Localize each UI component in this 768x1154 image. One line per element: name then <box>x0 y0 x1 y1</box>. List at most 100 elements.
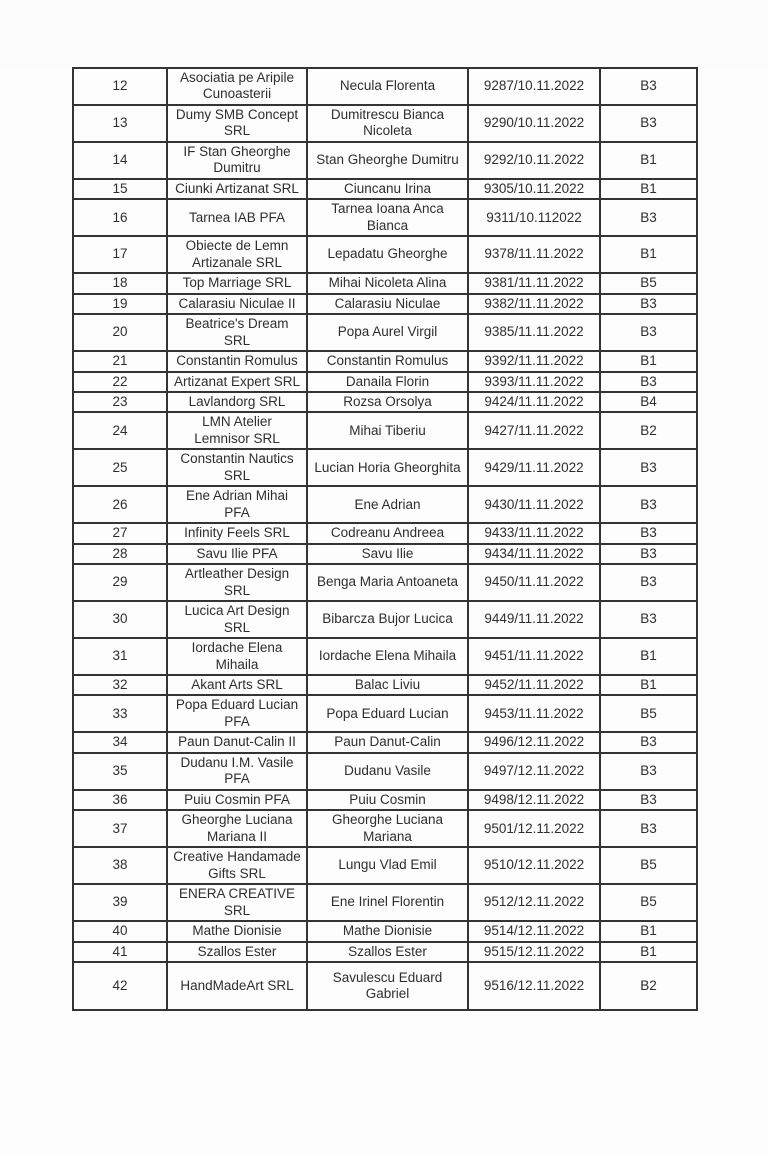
cell-index: 32 <box>72 673 168 697</box>
table-row: 37 Gheorghe Luciana Mariana II Gheorghe … <box>72 809 698 849</box>
cell-company: Szallos Ester <box>166 940 308 964</box>
cell-company: Ciunki Artizanat SRL <box>166 177 308 201</box>
cell-index: 28 <box>72 542 168 566</box>
cell-category: B1 <box>599 673 698 697</box>
cell-company: Puiu Cosmin PFA <box>166 788 308 812</box>
cell-representative: Szallos Ester <box>306 940 469 964</box>
cell-index: 26 <box>72 485 168 525</box>
cell-index: 29 <box>72 563 168 603</box>
cell-index: 39 <box>72 883 168 923</box>
cell-number-date: 9512/12.11.2022 <box>467 883 601 923</box>
table-row: 33 Popa Eduard Lucian PFA Popa Eduard Lu… <box>72 694 698 734</box>
table-row: 35 Dudanu I.M. Vasile PFA Dudanu Vasile … <box>72 751 698 791</box>
cell-category: B3 <box>599 198 698 238</box>
cell-company: IF Stan Gheorghe Dumitru <box>166 140 308 180</box>
cell-number-date: 9497/12.11.2022 <box>467 751 601 791</box>
table-row: 31 Iordache Elena Mihaila Iordache Elena… <box>72 637 698 676</box>
table-row: 15 Ciunki Artizanat SRL Ciuncanu Irina 9… <box>72 177 698 201</box>
cell-number-date: 9393/11.11.2022 <box>467 370 601 393</box>
cell-number-date: 9450/11.11.2022 <box>467 563 601 603</box>
cell-number-date: 9514/12.11.2022 <box>467 920 601 943</box>
cell-representative: Danaila Florin <box>306 370 469 393</box>
cell-index: 14 <box>72 140 168 180</box>
cell-representative: Ciuncanu Irina <box>306 177 469 201</box>
cell-company: Paun Danut-Calin II <box>166 731 308 754</box>
cell-representative: Rozsa Orsolya <box>306 390 469 414</box>
cell-company: Lavlandorg SRL <box>166 390 308 414</box>
cell-category: B3 <box>599 292 698 316</box>
table-row: 41 Szallos Ester Szallos Ester 9515/12.1… <box>72 940 698 964</box>
cell-representative: Savulescu Eduard Gabriel <box>306 961 469 1012</box>
cell-representative: Paun Danut-Calin <box>306 731 469 754</box>
cell-category: B1 <box>599 920 698 943</box>
table-row: 22 Artizanat Expert SRL Danaila Florin 9… <box>72 370 698 393</box>
cell-category: B3 <box>599 485 698 525</box>
cell-company: Gheorghe Luciana Mariana II <box>166 809 308 849</box>
cell-number-date: 9287/10.11.2022 <box>467 67 601 106</box>
cell-index: 27 <box>72 522 168 545</box>
cell-index: 41 <box>72 940 168 964</box>
cell-category: B2 <box>599 411 698 451</box>
cell-number-date: 9292/10.11.2022 <box>467 140 601 180</box>
table-row: 30 Lucica Art Design SRL Bibarcza Bujor … <box>72 600 698 640</box>
cell-category: B4 <box>599 390 698 414</box>
cell-representative: Benga Maria Antoaneta <box>306 563 469 603</box>
cell-number-date: 9501/12.11.2022 <box>467 809 601 849</box>
cell-representative: Popa Aurel Virgil <box>306 313 469 353</box>
cell-index: 25 <box>72 448 168 488</box>
cell-company: Iordache Elena Mihaila <box>166 637 308 676</box>
cell-index: 31 <box>72 637 168 676</box>
table-row: 42 HandMadeArt SRL Savulescu Eduard Gabr… <box>72 961 698 1012</box>
cell-index: 34 <box>72 731 168 754</box>
cell-company: Akant Arts SRL <box>166 673 308 697</box>
cell-representative: Dudanu Vasile <box>306 751 469 791</box>
cell-index: 21 <box>72 350 168 373</box>
cell-company: ENERA CREATIVE SRL <box>166 883 308 923</box>
cell-representative: Dumitrescu Bianca Nicoleta <box>306 103 469 143</box>
cell-number-date: 9290/10.11.2022 <box>467 103 601 143</box>
cell-index: 30 <box>72 600 168 640</box>
registration-table-body: 12 Asociatia pe Aripile Cunoasterii Necu… <box>72 67 698 1012</box>
cell-index: 15 <box>72 177 168 201</box>
table-row: 16 Tarnea IAB PFA Tarnea Ioana Anca Bian… <box>72 198 698 238</box>
cell-company: Tarnea IAB PFA <box>166 198 308 238</box>
cell-category: B5 <box>599 883 698 923</box>
table-row: 18 Top Marriage SRL Mihai Nicoleta Alina… <box>72 272 698 295</box>
table-row: 36 Puiu Cosmin PFA Puiu Cosmin 9498/12.1… <box>72 788 698 812</box>
table-row: 14 IF Stan Gheorghe Dumitru Stan Gheorgh… <box>72 140 698 180</box>
cell-index: 42 <box>72 961 168 1012</box>
cell-representative: Popa Eduard Lucian <box>306 694 469 734</box>
cell-index: 35 <box>72 751 168 791</box>
cell-category: B3 <box>599 522 698 545</box>
table-row: 32 Akant Arts SRL Balac Liviu 9452/11.11… <box>72 673 698 697</box>
cell-company: Dumy SMB Concept SRL <box>166 103 308 143</box>
cell-representative: Bibarcza Bujor Lucica <box>306 600 469 640</box>
table-row: 12 Asociatia pe Aripile Cunoasterii Necu… <box>72 67 698 106</box>
cell-number-date: 9424/11.11.2022 <box>467 390 601 414</box>
cell-company: Beatrice's Dream SRL <box>166 313 308 353</box>
cell-company: Obiecte de Lemn Artizanale SRL <box>166 235 308 275</box>
cell-company: Lucica Art Design SRL <box>166 600 308 640</box>
cell-category: B1 <box>599 177 698 201</box>
cell-category: B3 <box>599 313 698 353</box>
cell-number-date: 9427/11.11.2022 <box>467 411 601 451</box>
cell-number-date: 9451/11.11.2022 <box>467 637 601 676</box>
cell-number-date: 9429/11.11.2022 <box>467 448 601 488</box>
cell-company: LMN Atelier Lemnisor SRL <box>166 411 308 451</box>
cell-category: B3 <box>599 600 698 640</box>
cell-category: B3 <box>599 809 698 849</box>
cell-index: 20 <box>72 313 168 353</box>
cell-category: B3 <box>599 67 698 106</box>
cell-index: 17 <box>72 235 168 275</box>
cell-representative: Codreanu Andreea <box>306 522 469 545</box>
table-row: 24 LMN Atelier Lemnisor SRL Mihai Tiberi… <box>72 411 698 451</box>
cell-representative: Lepadatu Gheorghe <box>306 235 469 275</box>
cell-representative: Savu Ilie <box>306 542 469 566</box>
cell-number-date: 9430/11.11.2022 <box>467 485 601 525</box>
cell-representative: Ene Irinel Florentin <box>306 883 469 923</box>
cell-category: B1 <box>599 940 698 964</box>
cell-category: B3 <box>599 563 698 603</box>
cell-representative: Ene Adrian <box>306 485 469 525</box>
cell-index: 12 <box>72 67 168 106</box>
cell-representative: Calarasiu Niculae <box>306 292 469 316</box>
